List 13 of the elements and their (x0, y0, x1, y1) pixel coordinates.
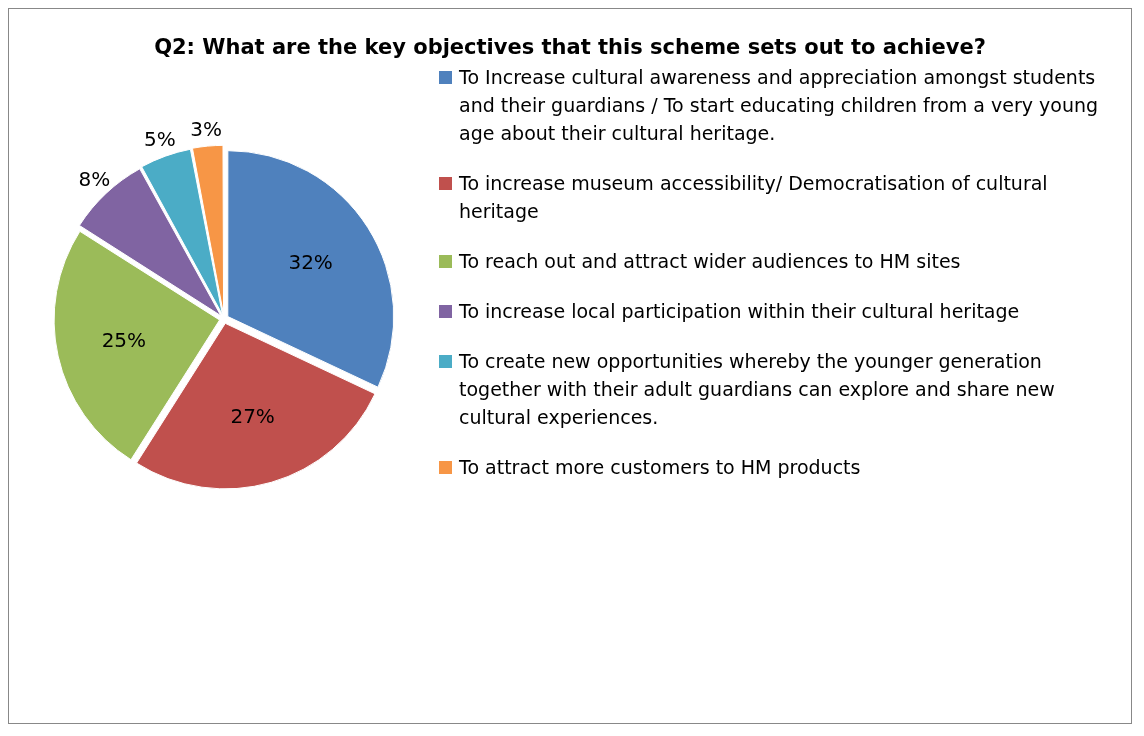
data-label: 3% (190, 116, 223, 141)
data-label: 25% (101, 327, 147, 352)
legend-label: To Increase cultural awareness and appreciation amongst students and their guardians / To start educating children from a very young age about their cultural heritage. (459, 65, 1100, 146)
data-label: 5% (143, 126, 176, 151)
legend-label: To create new opportunities whereby the younger generation together with their adult guardians can explore and share new cultural experiences. (459, 349, 1056, 430)
data-label: 32% (288, 250, 333, 275)
data-label: 8% (78, 167, 111, 192)
data-label: 27% (230, 403, 275, 428)
legend-label: To increase local participation within their cultural heritage (459, 299, 1020, 324)
legend-label: To attract more customers to HM products (459, 455, 861, 480)
legend-label: To increase museum accessibility/ Democratisation of cultural heritage (459, 171, 1049, 224)
chart-title: Q2: What are the key objectives that this scheme sets out to achieve? (153, 35, 987, 59)
legend-label: To reach out and attract wider audiences to HM sites (459, 249, 961, 274)
